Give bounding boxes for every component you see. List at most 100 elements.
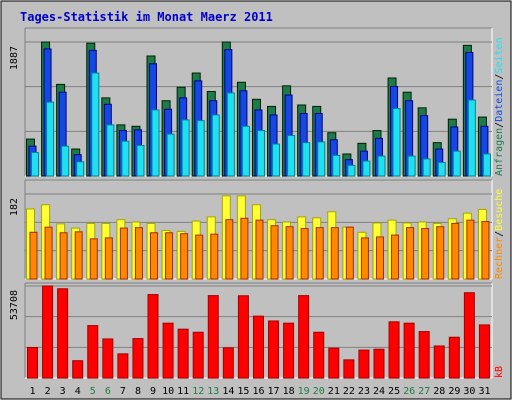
bar-seiten-day-17 (272, 143, 281, 177)
x-tick-label-day-23: 23 (358, 386, 370, 397)
bar-kb-day-24 (373, 348, 385, 379)
y-max-label-0: 1887 (9, 46, 20, 70)
bar-seiten-day-26 (407, 155, 416, 177)
bar-rechner-day-6 (104, 237, 113, 280)
bar-rechner-day-24 (375, 236, 384, 280)
x-tick-label-day-22: 22 (343, 386, 355, 397)
bar-seiten-day-14 (226, 92, 235, 177)
bar-seiten-day-3 (61, 145, 70, 177)
x-tick-label-day-18: 18 (283, 386, 295, 397)
bar-seiten-day-12 (196, 120, 205, 177)
legend-top: Anfragen/Dateien/Seiten (494, 37, 505, 176)
bar-kb-day-9 (147, 294, 159, 379)
bar-rechner-day-12 (195, 234, 204, 280)
legend-bottom: kB (494, 366, 505, 378)
bar-kb-day-25 (388, 321, 400, 379)
y-max-label-1: 182 (9, 198, 20, 216)
bar-kb-day-4 (72, 360, 84, 379)
x-tick-label-day-19: 19 (298, 386, 310, 397)
x-tick-label-day-27: 27 (418, 386, 430, 397)
bar-kb-day-5 (87, 325, 99, 379)
bar-seiten-day-9 (151, 109, 160, 177)
bar-rechner-day-13 (210, 233, 219, 280)
bar-seiten-day-6 (106, 124, 115, 177)
bar-kb-day-10 (162, 322, 174, 379)
bar-seiten-day-23 (362, 160, 371, 177)
bar-rechner-day-28 (436, 226, 445, 280)
bar-kb-day-30 (463, 292, 475, 379)
bar-rechner-day-27 (421, 228, 430, 280)
bar-seiten-day-19 (302, 142, 311, 177)
x-tick-label-day-6: 6 (105, 386, 111, 397)
x-tick-label-day-15: 15 (237, 386, 249, 397)
bar-rechner-day-29 (451, 222, 460, 280)
bar-rechner-day-3 (59, 232, 68, 280)
bar-kb-day-31 (478, 324, 490, 379)
bar-kb-day-26 (403, 322, 415, 379)
x-tick-label-day-21: 21 (328, 386, 340, 397)
x-tick-label-day-2: 2 (45, 386, 51, 397)
legend-item-anfragen: Anfragen (494, 128, 505, 176)
x-tick-label-day-13: 13 (207, 386, 219, 397)
bar-rechner-day-25 (391, 234, 400, 280)
x-tick-label-day-12: 12 (192, 386, 204, 397)
bar-kb-day-20 (313, 331, 325, 379)
x-tick-label-day-4: 4 (75, 386, 81, 397)
x-tick-label-day-9: 9 (150, 386, 156, 397)
bar-kb-day-28 (433, 345, 445, 379)
bar-kb-day-2 (42, 285, 54, 379)
x-tick-label-day-3: 3 (60, 386, 66, 397)
bar-kb-day-21 (328, 347, 340, 379)
bar-kb-day-6 (102, 338, 114, 379)
legend-item-kb: kB (494, 366, 505, 378)
bar-rechner-day-20 (315, 227, 324, 280)
x-tick-label-day-25: 25 (388, 386, 400, 397)
bar-seiten-day-28 (437, 162, 446, 177)
x-tick-label-day-26: 26 (403, 386, 415, 397)
x-tick-label-day-30: 30 (463, 386, 475, 397)
bar-rechner-day-22 (345, 226, 354, 280)
x-tick-label-day-17: 17 (268, 386, 280, 397)
legend-item-rechner: Rechner (494, 237, 505, 279)
x-tick-label-day-16: 16 (252, 386, 264, 397)
x-tick-label-day-28: 28 (433, 386, 445, 397)
legend-separator: / (494, 74, 505, 80)
bar-kb-day-18 (283, 322, 295, 379)
bar-rechner-day-21 (330, 227, 339, 280)
x-tick-label-day-20: 20 (313, 386, 325, 397)
bar-kb-day-29 (448, 336, 460, 379)
bar-rechner-day-10 (165, 232, 174, 280)
chart-title: Tages-Statistik im Monat Maerz 2011 (20, 10, 273, 24)
bar-rechner-day-8 (134, 227, 143, 280)
x-tick-label-day-7: 7 (120, 386, 126, 397)
bar-seiten-day-20 (317, 141, 326, 177)
bar-seiten-day-27 (422, 158, 431, 177)
bar-seiten-day-11 (181, 119, 190, 177)
bar-rechner-day-2 (44, 226, 53, 280)
bar-seiten-day-4 (76, 161, 85, 177)
legend-separator: / (494, 231, 505, 237)
bar-seiten-day-7 (121, 140, 130, 177)
bar-rechner-day-7 (119, 227, 128, 280)
bar-seiten-day-16 (256, 130, 265, 177)
bar-kb-day-12 (192, 331, 204, 379)
legend-item-besuche: Besuche (494, 189, 505, 231)
bar-kb-day-8 (132, 338, 144, 379)
bar-seiten-day-30 (467, 99, 476, 177)
legend-separator: / (494, 122, 505, 128)
legend-item-seiten: Seiten (494, 37, 505, 73)
bar-seiten-day-24 (377, 155, 386, 177)
bar-seiten-day-31 (482, 153, 491, 177)
bar-rechner-day-14 (225, 219, 234, 280)
y-max-label-2: 53708 (9, 290, 20, 320)
x-tick-label-day-5: 5 (90, 386, 96, 397)
bar-rechner-day-26 (406, 227, 415, 280)
bar-seiten-day-1 (31, 152, 39, 177)
bar-kb-day-23 (358, 349, 370, 379)
x-tick-label-day-24: 24 (373, 386, 385, 397)
x-tick-label-day-1: 1 (30, 386, 36, 397)
bar-kb-day-3 (57, 288, 69, 379)
bar-rechner-day-4 (74, 231, 83, 280)
